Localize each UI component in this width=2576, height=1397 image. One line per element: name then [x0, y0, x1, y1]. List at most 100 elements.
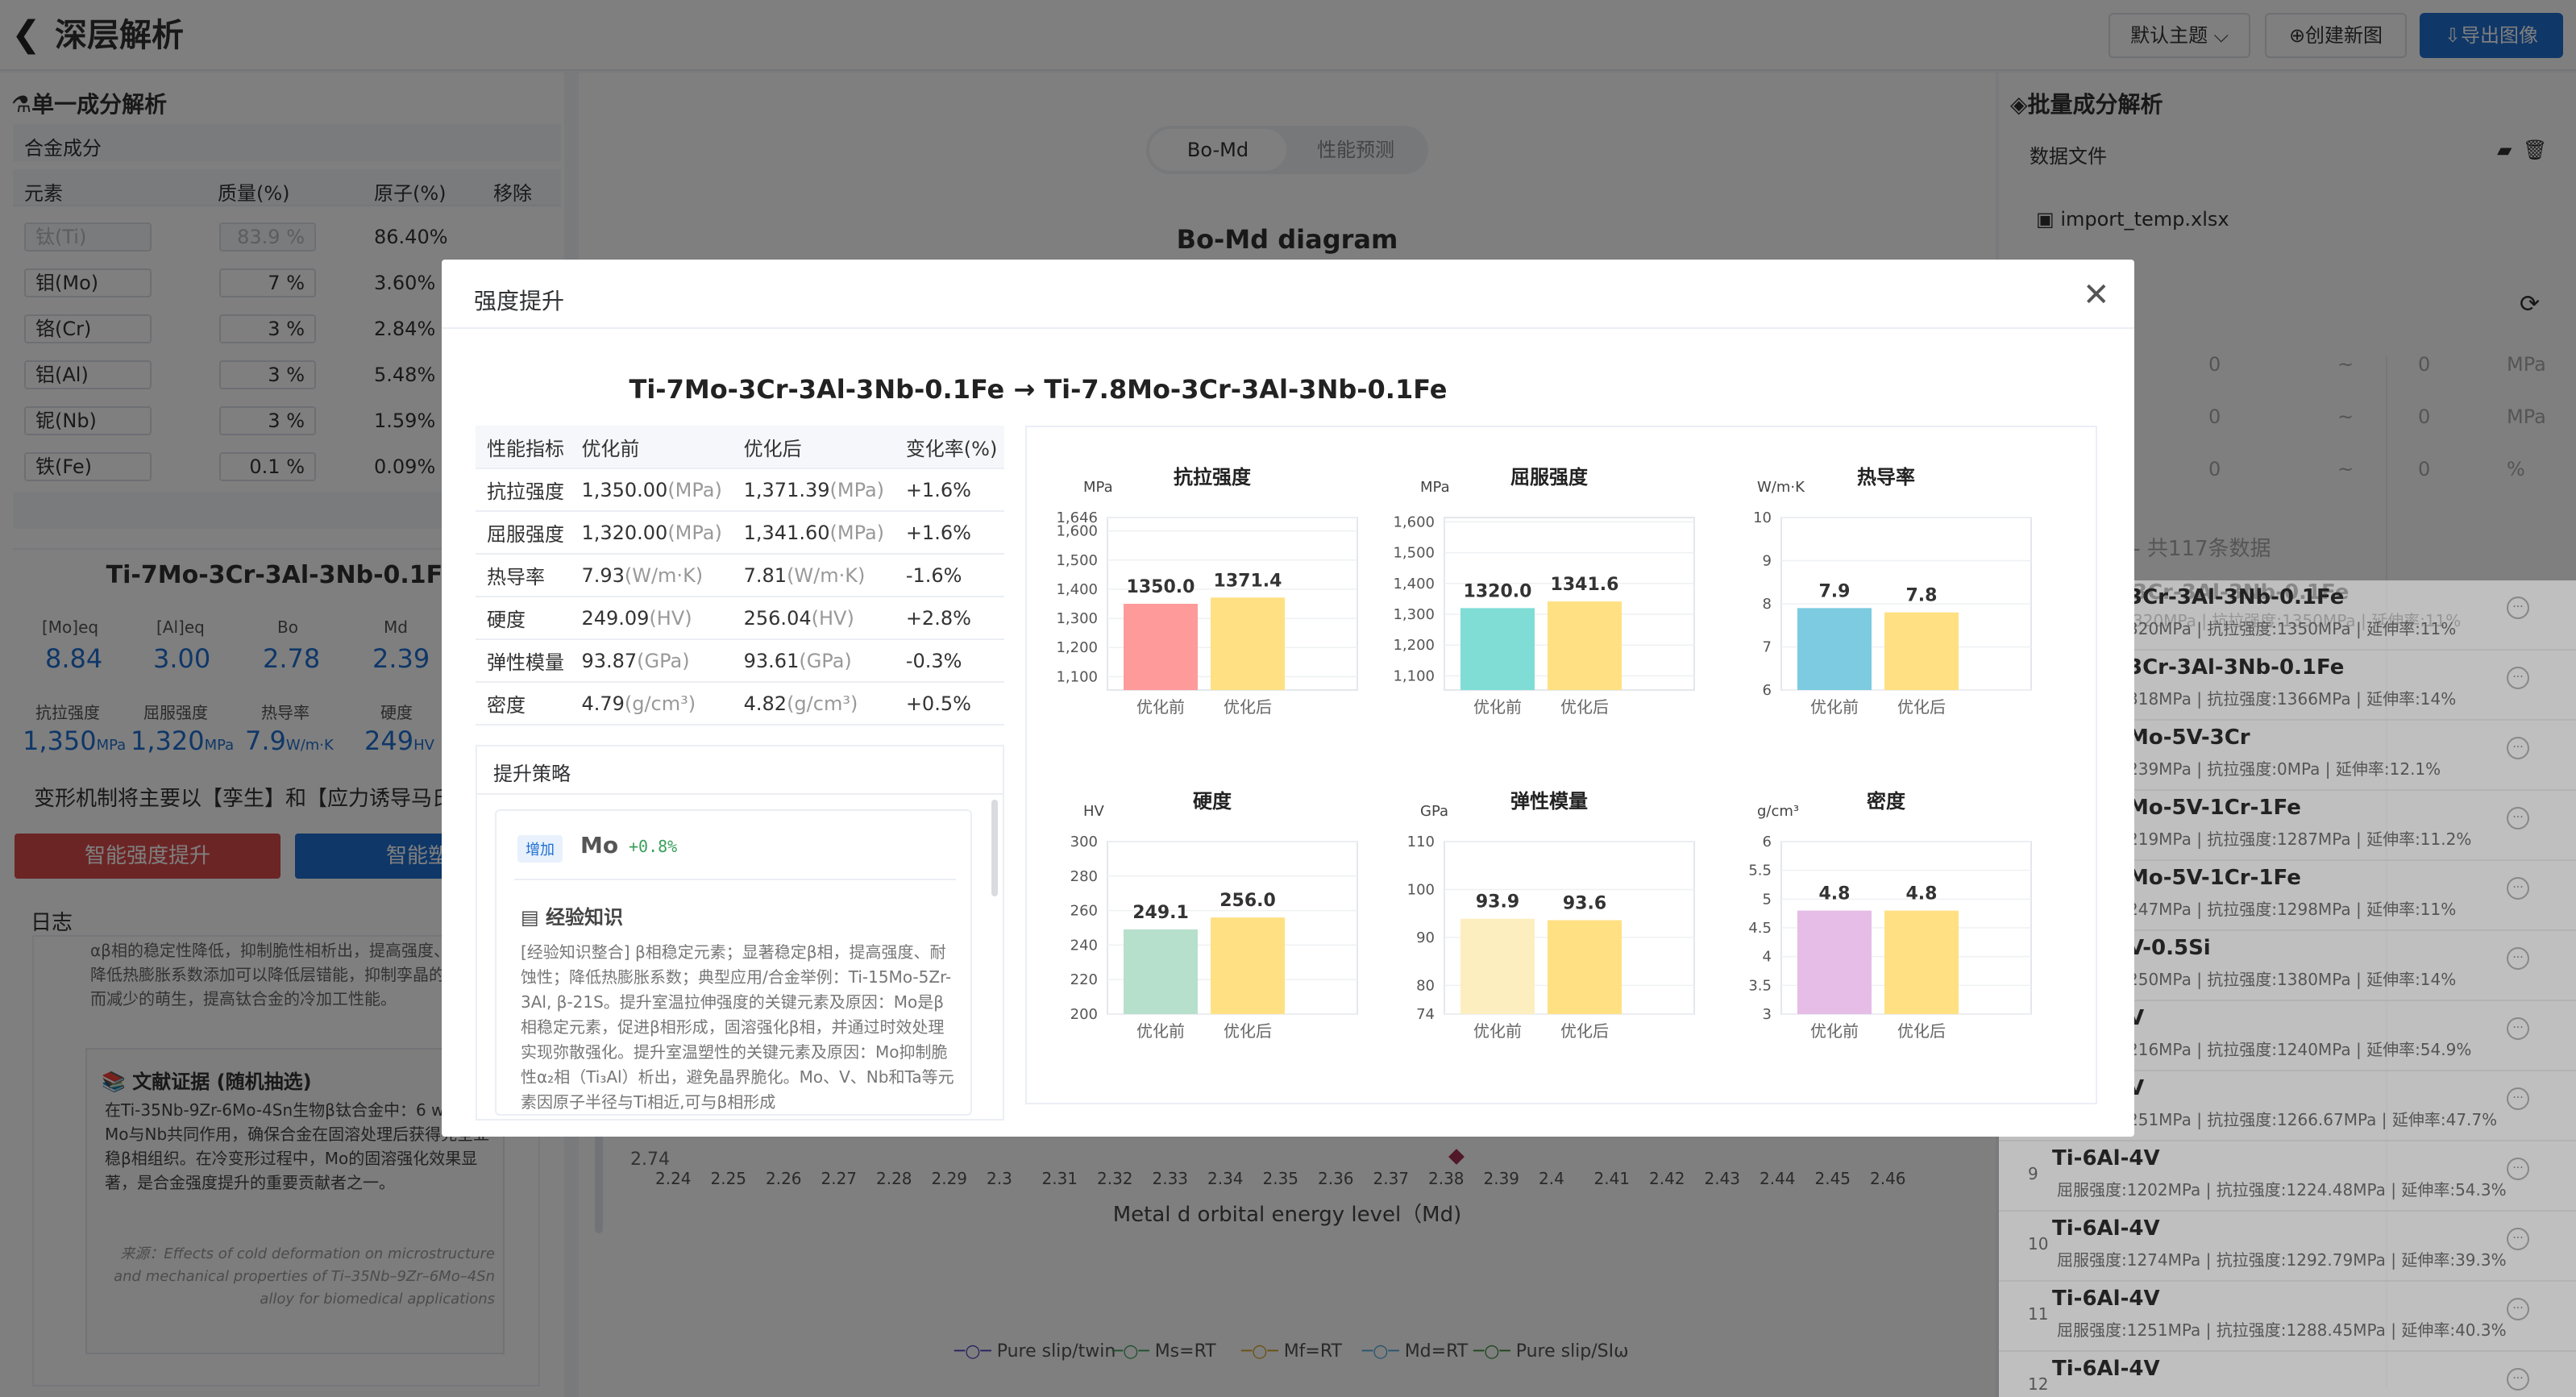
chart-title: 密度: [1867, 790, 1906, 813]
x-tick-label: 优化后: [1560, 1021, 1609, 1041]
x-tick-label: 优化前: [1473, 697, 1522, 717]
close-icon[interactable]: ✕: [2083, 276, 2110, 314]
bar-value-label: 1350.0: [1127, 577, 1195, 597]
dialog-title: 强度提升: [474, 288, 565, 314]
list-title: V-0.5Si: [2128, 936, 2211, 960]
y-tick-label: 6: [1763, 834, 1772, 850]
x-tick-label: 优化后: [1560, 697, 1609, 717]
bar-value-label: 4.8: [1819, 884, 1851, 904]
y-tick-label: 280: [1070, 868, 1098, 885]
list-subtitle: 219MPa | 抗拉强度:1287MPa | 延伸率:11.2%: [2128, 829, 2472, 849]
strategy-panel[interactable]: 提升策略 增加 Mo +0.8% ▤ 经验知识 [经验知识整合] β相稳定元素；…: [476, 745, 1004, 1121]
more-icon[interactable]: ···: [2507, 1298, 2529, 1320]
x-tick-label: 优化后: [1897, 1021, 1946, 1041]
more-icon[interactable]: ···: [2507, 597, 2529, 619]
list-subtitle: 239MPa | 抗拉强度:0MPa | 延伸率:12.1%: [2128, 759, 2441, 779]
list-item[interactable]: 12 Ti-6Al-4V ···: [1999, 1352, 2576, 1397]
filter-max[interactable]: 0: [2418, 458, 2431, 480]
filter-min[interactable]: 0: [2208, 458, 2221, 480]
bar: [1884, 910, 1959, 1014]
y-tick-label: 5.5: [1748, 863, 1772, 879]
more-icon[interactable]: ···: [2507, 1017, 2529, 1040]
chart-unit: W/m·K: [1757, 479, 1805, 496]
y-tick-label: 7: [1763, 639, 1772, 656]
y-tick-label: 1,600: [1056, 523, 1098, 540]
filter-row[interactable]: 0 ~0%: [2031, 455, 2563, 487]
y-tick-label: 1,300: [1393, 606, 1435, 623]
more-icon[interactable]: ···: [2507, 877, 2529, 900]
bar: [1884, 612, 1959, 690]
strategy-delta: +0.8%: [629, 837, 678, 856]
list-subtitle: 251MPa | 抗拉强度:1266.67MPa | 延伸率:47.7%: [2128, 1110, 2498, 1129]
bar: [1797, 910, 1872, 1014]
filter-min[interactable]: 0: [2208, 405, 2221, 428]
y-tick-label: 10: [1753, 509, 1772, 526]
document-icon: ▤: [521, 906, 539, 929]
x-tick-label: 优化前: [1136, 1021, 1185, 1041]
list-title: Ti-6Al-4V: [2052, 1357, 2160, 1381]
list-subtitle: 屈服强度:1274MPa | 抗拉强度:1292.79MPa | 延伸率:39.…: [2057, 1250, 2507, 1270]
more-icon[interactable]: ···: [2507, 737, 2529, 759]
list-index: 10: [2028, 1234, 2049, 1254]
x-tick-label: 优化前: [1810, 697, 1859, 717]
col-after: 优化后: [732, 426, 895, 469]
chart-title: 抗拉强度: [1174, 466, 1252, 489]
y-tick-label: 100: [1407, 881, 1435, 898]
list-item[interactable]: 11 Ti-6Al-4V 屈服强度:1251MPa | 抗拉强度:1288.45MP…: [1999, 1282, 2576, 1352]
chart-title: 硬度: [1193, 790, 1232, 813]
y-tick-label: 8: [1763, 596, 1772, 613]
more-icon[interactable]: ···: [2507, 1158, 2529, 1180]
y-tick-label: 80: [1416, 977, 1435, 994]
chart-unit: GPa: [1420, 803, 1448, 820]
y-tick-label: 110: [1407, 834, 1435, 850]
filter-sep: ~: [2337, 353, 2354, 376]
more-icon[interactable]: ···: [2507, 1087, 2529, 1110]
more-icon[interactable]: ···: [2507, 1368, 2529, 1391]
y-tick-label: 4: [1763, 949, 1772, 966]
x-tick-label: 优化后: [1897, 697, 1946, 717]
list-item[interactable]: 9 Ti-6Al-4V 屈服强度:1202MPa | 抗拉强度:1224.48MPa…: [1999, 1141, 2576, 1212]
table-row: 弹性模量 93.87(GPa) 93.61(GPa) -0.3%: [476, 639, 1004, 683]
more-icon[interactable]: ···: [2507, 807, 2529, 829]
list-item[interactable]: 10 Ti-6Al-4V 屈服强度:1274MPa | 抗拉强度:1292.79MP…: [1999, 1212, 2576, 1282]
table-row: 抗拉强度 1,350.00(MPa) 1,371.39(MPa) +1.6%: [476, 468, 1004, 512]
strategy-element: Mo: [580, 832, 619, 859]
filter-sep: ~: [2337, 458, 2354, 480]
more-icon[interactable]: ···: [2507, 947, 2529, 970]
bar: [1460, 608, 1535, 690]
list-subtitle: 320MPa | 抗拉强度:1350MPa | 延伸率:11%: [2128, 619, 2457, 638]
y-tick-label: 1,200: [1393, 637, 1435, 654]
charts-svg: 抗拉强度MPa1,6461,6001,5001,4001,3001,2001,1…: [1056, 466, 2032, 1041]
y-tick-label: 1,400: [1056, 581, 1098, 598]
filter-row[interactable]: 0 ~0 MPa: [2031, 350, 2563, 382]
knowledge-text: [经验知识整合] β相稳定元素；显著稳定β相，提高强度、耐蚀性；降低热膨胀系数；…: [521, 942, 954, 1109]
x-tick-label: 优化前: [1810, 1021, 1859, 1041]
y-tick-label: 1,100: [1056, 668, 1098, 685]
bar-value-label: 4.8: [1906, 884, 1938, 904]
bar: [1124, 604, 1198, 690]
list-subtitle: 216MPa | 抗拉强度:1240MPa | 延伸率:54.9%: [2128, 1040, 2472, 1059]
list-subtitle: 250MPa | 抗拉强度:1380MPa | 延伸率:14%: [2128, 970, 2457, 989]
x-tick-label: 优化后: [1224, 697, 1272, 717]
y-tick-label: 1,646: [1056, 509, 1098, 526]
y-tick-label: 9: [1763, 553, 1772, 570]
list-title: Ti-6Al-4V: [2052, 1287, 2160, 1311]
filter-row[interactable]: 0 ~0 MPa: [2031, 402, 2563, 434]
bar-value-label: 7.8: [1906, 586, 1938, 606]
filter-max[interactable]: 0: [2418, 405, 2431, 428]
filter-max[interactable]: 0: [2418, 353, 2431, 376]
chart-unit: g/cm³: [1757, 803, 1799, 820]
y-tick-label: 220: [1070, 971, 1098, 988]
y-tick-label: 300: [1070, 834, 1098, 850]
list-subtitle: 屈服强度:1202MPa | 抗拉强度:1224.48MPa | 延伸率:54.…: [2057, 1180, 2507, 1200]
y-tick-label: 200: [1070, 1006, 1098, 1023]
more-icon[interactable]: ···: [2507, 667, 2529, 689]
filter-min[interactable]: 0: [2208, 353, 2221, 376]
list-title: Ti-6Al-4V: [2052, 1216, 2160, 1241]
more-icon[interactable]: ···: [2507, 1228, 2529, 1250]
filter-unit: %: [2507, 458, 2525, 480]
y-tick-label: 3: [1763, 1006, 1772, 1023]
scrollbar[interactable]: [991, 800, 998, 896]
y-tick-label: 260: [1070, 903, 1098, 920]
y-tick-label: 6: [1763, 682, 1772, 699]
